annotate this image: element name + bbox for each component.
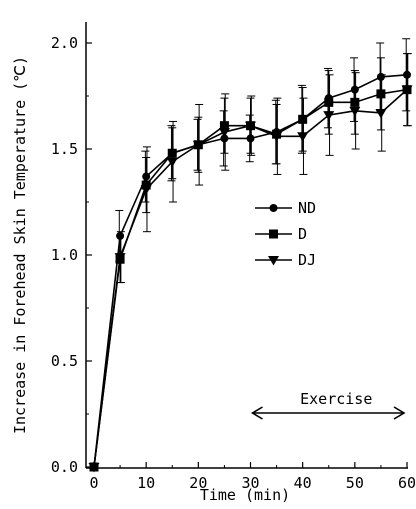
data-point [218, 128, 230, 138]
ticks: 0 10 20 30 40 50 60 0.0 0.5 1.0 1.5 2.0 [51, 34, 416, 492]
y-tick-label: 1.5 [51, 140, 78, 158]
legend-marker [269, 204, 278, 212]
legend-marker [269, 229, 278, 239]
data-point [375, 108, 387, 119]
x-tick-label: 0 [89, 474, 98, 492]
x-tick-label: 30 [241, 474, 259, 492]
data-point [401, 85, 413, 96]
legend: ND D DJ [255, 199, 316, 269]
legend-label: DJ [298, 251, 316, 269]
data-point [166, 157, 178, 168]
data-point [324, 97, 334, 107]
series-layer [88, 38, 413, 473]
series-dj [88, 53, 413, 473]
series-d [89, 53, 412, 472]
y-tick-label: 1.0 [51, 246, 78, 264]
data-point [298, 114, 308, 124]
data-point [167, 148, 177, 158]
x-tick-label: 20 [189, 474, 207, 492]
data-point [219, 121, 229, 131]
data-point [350, 97, 360, 107]
exercise-annotation: Exercise [250, 390, 406, 420]
exercise-arrow-left-head [250, 406, 263, 420]
data-point [141, 180, 151, 190]
data-point [88, 463, 100, 473]
y-tick-label: 0.5 [51, 352, 78, 370]
data-point [245, 121, 256, 132]
legend-marker [268, 256, 279, 266]
exercise-label: Exercise [300, 390, 372, 408]
x-axis-label: Time (min) [200, 486, 290, 504]
legend-label: D [298, 225, 307, 243]
x-tick-label: 10 [137, 474, 155, 492]
y-tick-label: 0.0 [51, 458, 78, 476]
y-tick-label: 2.0 [51, 34, 78, 52]
x-tick-label: 50 [346, 474, 364, 492]
data-point [114, 253, 126, 263]
data-point [192, 140, 204, 151]
data-point [323, 111, 335, 121]
x-tick-label: 40 [294, 474, 312, 492]
data-point [271, 132, 283, 142]
y-axis-label: Increase in Forehead Skin Temperature (℃… [11, 56, 29, 434]
data-point [297, 132, 309, 142]
exercise-arrow-right-head [393, 406, 406, 420]
data-point [349, 106, 361, 117]
legend-label: ND [298, 199, 316, 217]
data-point [140, 185, 152, 195]
data-point [376, 89, 386, 99]
x-tick-label: 60 [398, 474, 416, 492]
